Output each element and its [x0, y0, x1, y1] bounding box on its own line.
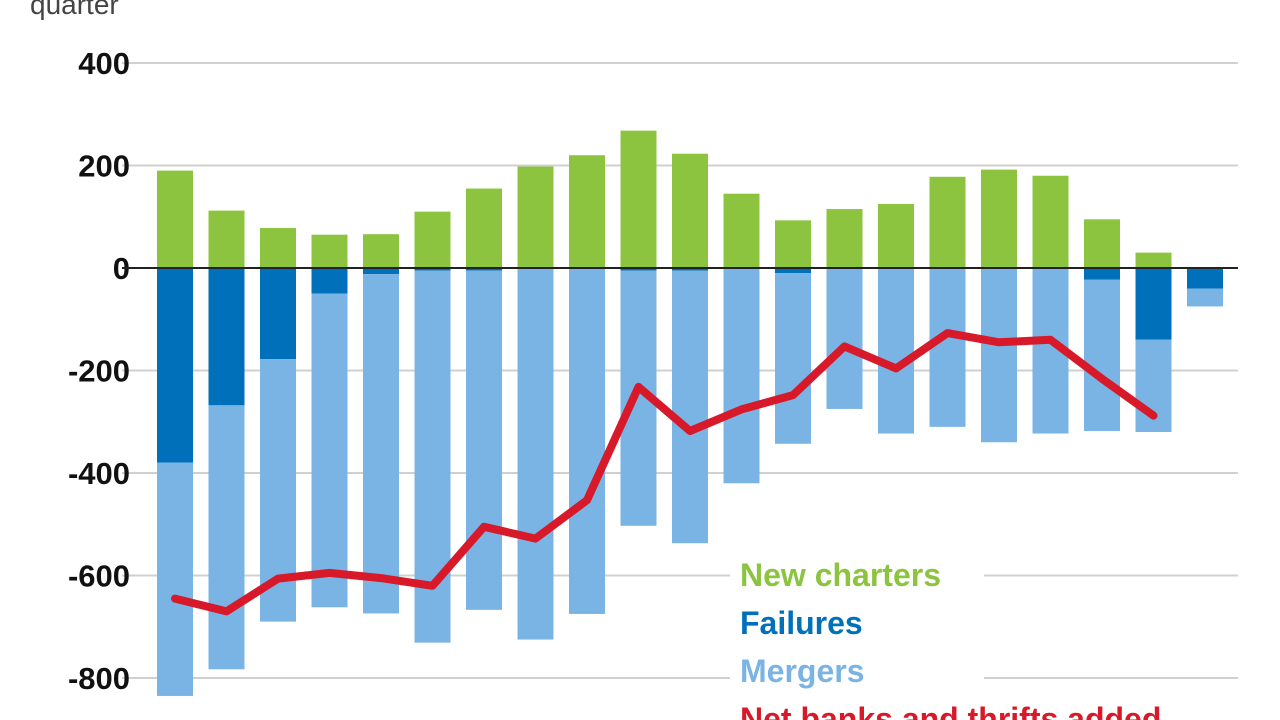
- bar-failures: [1187, 268, 1223, 289]
- bar-mergers: [569, 268, 605, 614]
- bar-failures: [311, 268, 348, 294]
- bar-mergers: [157, 462, 193, 696]
- bars: [157, 130, 1223, 696]
- bar-failures: [775, 268, 811, 274]
- bar-new-charters: [466, 188, 502, 268]
- bar-new-charters: [517, 166, 554, 268]
- bar-mergers: [466, 270, 502, 610]
- bar-failures: [208, 268, 245, 406]
- bar-new-charters: [1135, 252, 1172, 268]
- bar-mergers: [775, 273, 811, 444]
- bar-failures: [620, 268, 657, 271]
- y-tick-label: 400: [78, 46, 130, 81]
- bar-mergers: [981, 268, 1017, 443]
- bar-mergers: [672, 270, 708, 544]
- bar-failures: [1135, 268, 1172, 340]
- legend-entry: Mergers: [740, 653, 865, 689]
- legend-entry: Failures: [740, 605, 863, 641]
- bar-mergers: [363, 274, 399, 614]
- bar-failures: [466, 268, 502, 271]
- legend-label-background: [730, 594, 984, 638]
- legend-label-background: [730, 546, 984, 590]
- bar-new-charters: [363, 234, 399, 268]
- bar-new-charters: [981, 169, 1017, 268]
- line-net-banks-thrifts-added: [171, 329, 1158, 616]
- y-tick-label: 0: [113, 251, 130, 286]
- bar-new-charters: [723, 193, 760, 268]
- bar-failures: [157, 268, 193, 463]
- bar-new-charters: [878, 203, 914, 268]
- bar-mergers: [208, 405, 245, 670]
- bar-mergers: [311, 293, 348, 608]
- bar-mergers: [826, 268, 863, 409]
- bar-new-charters: [929, 176, 966, 268]
- bar-mergers: [1187, 288, 1223, 307]
- bar-failures: [1084, 268, 1120, 280]
- legend-label-background: [730, 642, 984, 686]
- y-tick-label: -200: [68, 354, 130, 389]
- bar-mergers: [929, 268, 966, 427]
- y-tick-label: 200: [78, 149, 130, 184]
- y-tick-label: -400: [68, 456, 130, 491]
- bar-new-charters: [620, 130, 657, 268]
- y-tick-label: -800: [68, 661, 130, 696]
- bar-new-charters: [260, 228, 296, 268]
- bar-mergers: [1084, 279, 1120, 431]
- bar-new-charters: [157, 170, 193, 268]
- y-tick-label: -600: [68, 559, 130, 594]
- bar-new-charters: [208, 210, 245, 268]
- y-axis-ticks: 400 200 0 -200 -400 -600 -800: [68, 46, 130, 696]
- legend: New charters Failures Mergers Net banks and…: [730, 546, 1161, 720]
- legend-entry: Net banks and thrifts added: [740, 701, 1161, 720]
- bar-failures: [260, 268, 296, 360]
- legend-entry: New charters: [740, 557, 941, 593]
- bar-new-charters: [569, 155, 605, 268]
- bar-new-charters: [775, 220, 811, 268]
- bar-failures: [363, 268, 399, 275]
- bar-new-charters: [1032, 175, 1069, 268]
- bar-mergers: [878, 268, 914, 434]
- bar-new-charters: [311, 234, 348, 268]
- net-line-series: [171, 329, 1158, 616]
- bar-failures: [414, 268, 451, 271]
- bar-new-charters: [826, 209, 863, 268]
- bar-new-charters: [414, 211, 451, 268]
- legend-label-background: [730, 690, 984, 720]
- bar-failures: [672, 268, 708, 271]
- bar-new-charters: [672, 153, 708, 268]
- bar-new-charters: [1084, 219, 1120, 268]
- chart-caption: quarter: [30, 0, 119, 20]
- bar-mergers: [723, 268, 760, 484]
- bar-mergers: [517, 268, 554, 640]
